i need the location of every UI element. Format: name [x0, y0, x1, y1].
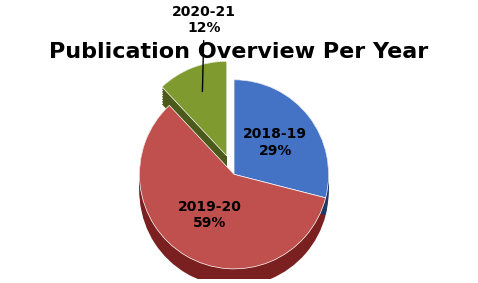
- Wedge shape: [234, 95, 328, 213]
- Wedge shape: [162, 74, 227, 168]
- Wedge shape: [140, 113, 326, 276]
- Wedge shape: [234, 85, 328, 203]
- Wedge shape: [162, 69, 227, 163]
- Wedge shape: [140, 105, 326, 269]
- Wedge shape: [162, 76, 227, 171]
- Wedge shape: [234, 87, 328, 205]
- Wedge shape: [140, 118, 326, 281]
- Wedge shape: [162, 79, 227, 173]
- Wedge shape: [140, 115, 326, 279]
- Wedge shape: [234, 97, 328, 215]
- Text: 2018-19
29%: 2018-19 29%: [243, 127, 307, 158]
- Wedge shape: [140, 110, 326, 274]
- Wedge shape: [140, 123, 326, 283]
- Text: Publication Overview Per Year: Publication Overview Per Year: [49, 42, 429, 63]
- Wedge shape: [162, 66, 227, 161]
- Wedge shape: [234, 80, 328, 198]
- Wedge shape: [162, 64, 227, 158]
- Wedge shape: [140, 120, 326, 283]
- Wedge shape: [140, 108, 326, 271]
- Wedge shape: [162, 61, 227, 156]
- Wedge shape: [234, 82, 328, 200]
- Wedge shape: [234, 90, 328, 208]
- Wedge shape: [162, 61, 227, 156]
- Wedge shape: [162, 71, 227, 166]
- Wedge shape: [140, 105, 326, 269]
- Text: 2020-21
12%: 2020-21 12%: [172, 5, 236, 91]
- Wedge shape: [234, 92, 328, 210]
- Wedge shape: [234, 80, 328, 198]
- Text: 2019-20
59%: 2019-20 59%: [178, 200, 242, 230]
